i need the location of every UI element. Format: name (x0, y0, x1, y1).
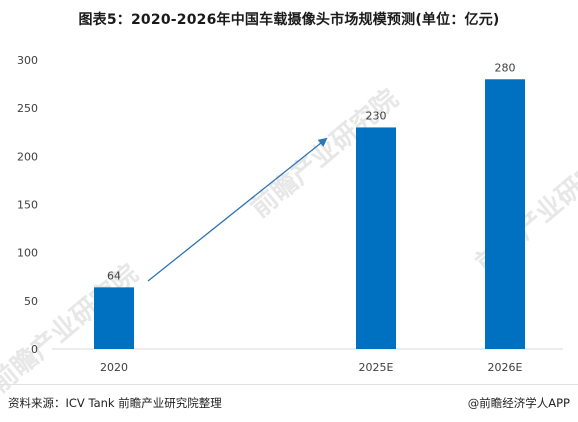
data-label: 64 (107, 269, 121, 282)
y-tick-label: 0 (31, 343, 38, 356)
data-label: 230 (366, 109, 387, 122)
chart-title: 图表5：2020-2026年中国车载摄像头市场规模预测(单位：亿元) (78, 12, 500, 28)
x-tick-label: 2026E (488, 361, 523, 374)
x-tick-label: 2020 (100, 361, 128, 374)
y-tick-label: 200 (17, 150, 38, 163)
trend-arrow (147, 137, 328, 282)
bar-2020 (94, 287, 134, 349)
x-tick-label: 2025E (359, 361, 394, 374)
footer: 资料来源：ICV Tank 前瞻产业研究院整理 @前瞻经济学人APP (8, 395, 570, 413)
bar-2026e (485, 79, 525, 350)
y-tick-label: 150 (17, 199, 38, 212)
bar-2025e (356, 127, 396, 349)
y-tick-label: 300 (17, 54, 38, 67)
source-note: 资料来源：ICV Tank 前瞻产业研究院整理 (8, 396, 222, 410)
data-label: 280 (495, 61, 516, 74)
y-tick-label: 50 (24, 295, 38, 308)
brand-credit: @前瞻经济学人APP (467, 396, 570, 410)
y-tick-label: 100 (17, 247, 38, 260)
footer-divider (0, 384, 578, 385)
y-axis: 0 50 100 150 200 250 300 (17, 54, 38, 356)
y-tick-label: 250 (17, 102, 38, 115)
bars-group: 64 2020 230 2025E 280 2026E (94, 61, 525, 374)
